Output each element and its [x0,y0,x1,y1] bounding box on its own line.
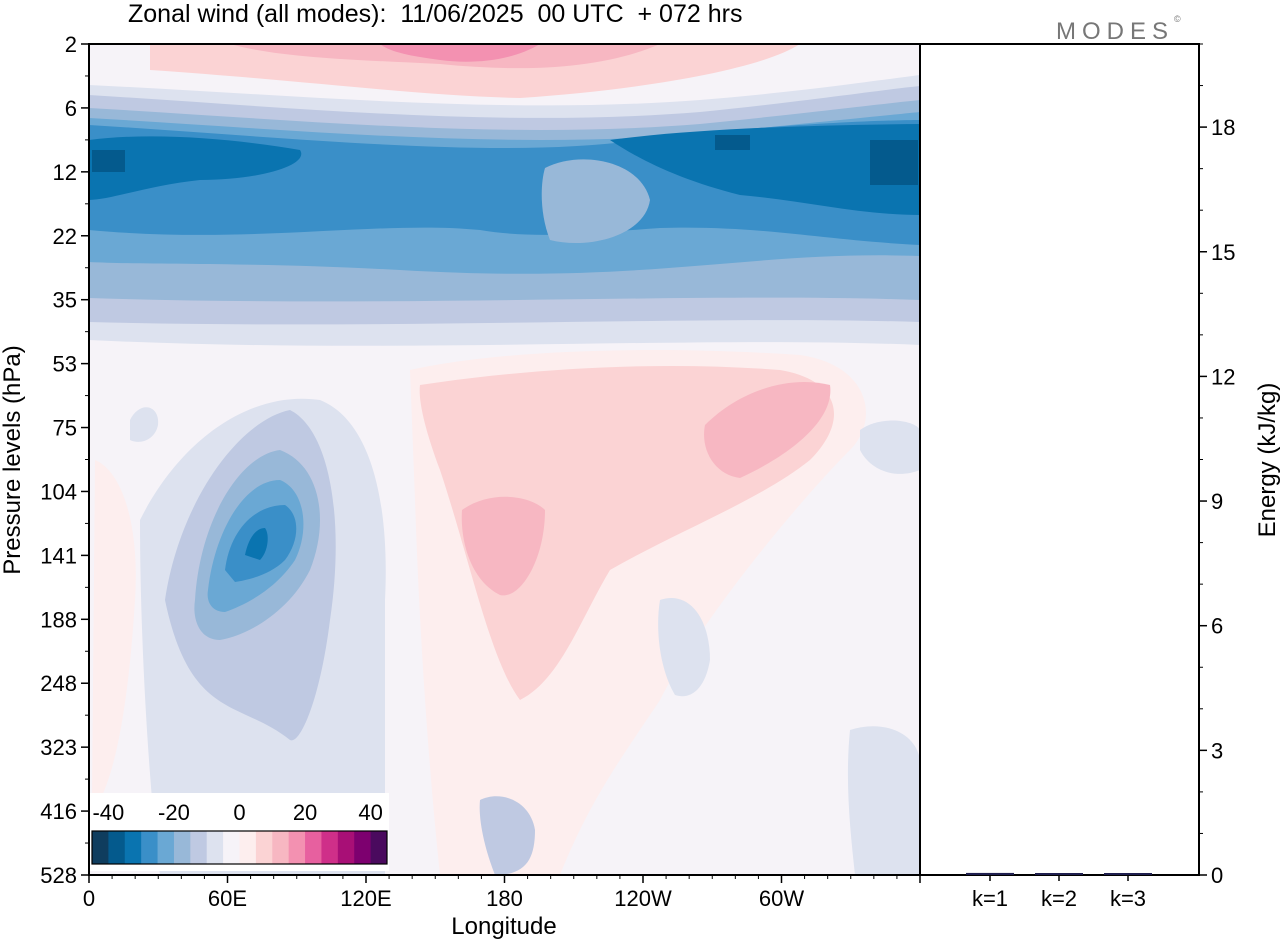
colorbar-swatch [223,831,240,864]
energy-tick-label: 9 [1211,489,1223,514]
colorbar-tick-label: -20 [158,800,190,825]
pressure-axis-label: Pressure levels (hPa) [0,345,26,574]
pressure-tick-label: 12 [53,160,77,185]
energy-tick-label: 3 [1211,738,1223,763]
pressure-tick-label: 22 [53,224,77,249]
colorbar-swatch [141,831,159,864]
colorbar-frame [91,830,388,865]
contour-easterly-gap [541,159,650,244]
pressure-tick-label: 141 [40,543,77,568]
contour-lower-westerly-4 [461,496,545,596]
energy-bars: k=1 k=2 k=3 [966,872,1152,911]
pressure-tick-label: 528 [40,863,77,888]
energy-tick-label: 6 [1211,614,1223,639]
colorbar-swatch [239,831,257,864]
longitude-axis-label: Longitude [451,913,556,940]
contour-lower-easterly-10 [860,420,920,474]
longitude-tick-label: 60E [208,886,247,911]
colorbar: -40 -20 0 20 40 [90,793,389,871]
colorbar-swatch [255,831,273,864]
contour-lower-easterly-7 [479,796,535,875]
energy-panel [919,43,1200,876]
contour-lower-easterly-11 [130,407,159,442]
energy-axis: 0 3 6 9 12 15 18 [1199,43,1235,888]
longitude-tick-label: 120E [340,886,391,911]
pressure-tick-label: 248 [40,671,77,696]
colorbar-tick-label: 0 [233,800,245,825]
colorbar-swatch [157,831,175,864]
contour-lower-westerly-3 [704,381,831,478]
colorbar-tick-label: -40 [92,800,124,825]
colorbar-swatch [305,831,322,864]
contour-easterly-core-3 [715,135,750,150]
pressure-tick-label: 75 [53,416,77,441]
colorbar-tick-label: 40 [358,800,382,825]
energy-tick-label: 18 [1211,115,1235,140]
contour-lower-easterly-6 [245,528,268,560]
pressure-tick-label: 35 [53,288,77,313]
energy-category-label: k=3 [1110,886,1146,911]
contour-easterly-core-2 [870,140,918,185]
contour-upper-westerly [150,44,800,98]
logo-text: MODES [1056,18,1175,45]
modes-logo: MODES© [1056,14,1181,46]
colorbar-swatch [354,831,372,864]
colorbar-swatch [190,831,208,864]
pressure-tick-label: 188 [40,607,77,632]
colorbar-swatch [92,831,109,864]
energy-tick-label: 0 [1211,863,1223,888]
energy-tick-label: 12 [1211,364,1235,389]
contour-lower-easterly-9 [847,726,920,875]
energy-panel-frame [919,43,1200,876]
longitude-axis: 0 60E 120E 180 120W 60W [83,875,921,911]
pressure-tick-label: 323 [40,735,77,760]
energy-tick-label: 15 [1211,240,1235,265]
contour-easterly-6-east [610,124,920,215]
colorbar-swatch [206,831,224,864]
chart-title: Zonal wind (all modes): 11/06/2025 00 UT… [128,0,743,28]
pressure-tick-label: 104 [40,479,77,504]
longitude-tick-label: 60W [759,886,804,911]
energy-bar [966,872,1014,875]
contour-lower-westerly-5 [92,460,136,800]
contour-lower-easterly-8 [658,598,710,697]
contour-easterly-6-west [89,136,302,200]
colorbar-swatch [370,831,388,864]
colorbar-swatch [124,831,142,864]
longitude-tick-label: 120W [614,886,672,911]
logo-copyright-mark: © [1174,14,1181,24]
pressure-axis: 2 6 12 22 35 53 75 104 141 188 248 323 416 528 [40,32,89,888]
pressure-tick-label: 2 [65,32,77,57]
energy-bar [1104,873,1152,875]
colorbar-swatch [272,831,290,864]
pressure-tick-label: 6 [65,96,77,121]
pressure-tick-label: 416 [40,799,77,824]
pressure-tick-label: 53 [53,352,77,377]
energy-axis-label: Energy (kJ/kg) [1254,383,1280,538]
wind-contours [89,44,920,875]
colorbar-swatch [321,831,339,864]
colorbar-swatch [288,831,306,864]
energy-category-label: k=2 [1041,886,1077,911]
contour-upper-westerly-core [380,44,540,62]
energy-bar [1035,873,1083,875]
energy-category-label: k=1 [972,886,1008,911]
longitude-tick-label: 0 [83,886,95,911]
contour-easterly-core-1 [92,150,125,172]
longitude-tick-label: 180 [486,886,523,911]
colorbar-swatch [337,831,355,864]
colorbar-swatch [173,831,191,864]
colorbar-swatch [108,831,126,864]
colorbar-tick-label: 20 [293,800,317,825]
zonal-wind-plot [88,43,921,876]
